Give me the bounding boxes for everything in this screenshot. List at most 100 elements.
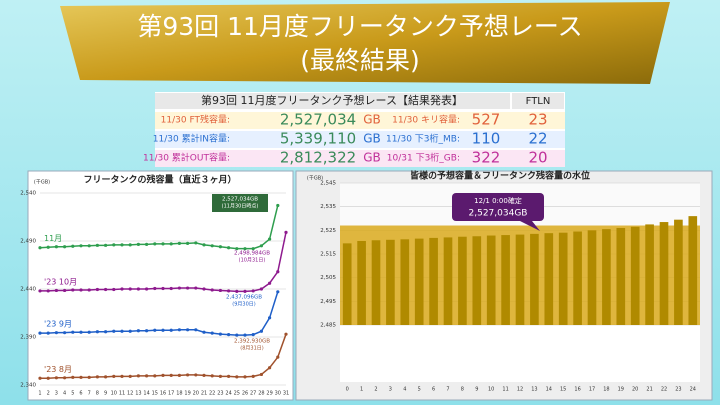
x-tick-label: 15 — [152, 391, 158, 397]
annotation-note: (10月31日) — [239, 258, 266, 264]
annotation-box — [212, 194, 268, 212]
callout-title: 12/1 0:00確定 — [474, 196, 522, 205]
table-cell: 11/30 下3桁_MB: — [386, 133, 460, 145]
point — [128, 287, 132, 291]
point — [71, 244, 75, 248]
point — [63, 331, 67, 335]
point — [153, 242, 157, 246]
point — [186, 373, 190, 377]
point — [63, 376, 67, 380]
point — [177, 328, 181, 332]
x-tick-label: 9 — [475, 387, 478, 393]
point — [259, 329, 263, 333]
point — [227, 246, 231, 250]
point — [194, 241, 198, 245]
point — [210, 331, 214, 335]
point — [218, 332, 222, 336]
point — [243, 247, 247, 251]
table-cell: GB — [363, 132, 381, 146]
bar — [602, 229, 611, 325]
point — [95, 330, 99, 334]
x-tick-label: 24 — [690, 387, 696, 393]
table-cell: 527 — [472, 111, 501, 129]
x-tick-label: 17 — [168, 391, 174, 397]
bar — [371, 240, 381, 325]
point — [128, 329, 132, 333]
y-tick-label: 2,390 — [20, 335, 36, 341]
x-tick-label: 1 — [38, 391, 41, 397]
series-label: '23 9月 — [44, 320, 72, 329]
point — [120, 287, 124, 291]
x-tick-label: 10 — [111, 391, 117, 397]
table-cell: 20 — [528, 149, 547, 167]
point — [104, 330, 108, 334]
point — [136, 287, 140, 291]
x-tick-label: 26 — [242, 391, 248, 397]
point — [259, 244, 263, 248]
annotation: 2,437,096GB — [226, 295, 262, 301]
bar — [386, 239, 395, 325]
point — [112, 374, 116, 378]
point — [145, 374, 149, 378]
x-tick-label: 12 — [517, 387, 523, 393]
x-tick-label: 21 — [646, 387, 652, 393]
callout-box — [452, 193, 544, 221]
point — [251, 374, 255, 378]
bar — [342, 243, 352, 325]
point — [202, 243, 206, 247]
bar — [357, 240, 366, 325]
x-tick-label: 5 — [71, 391, 74, 397]
point — [284, 332, 288, 336]
x-tick-label: 4 — [403, 387, 406, 393]
x-tick-label: 10 — [488, 387, 494, 393]
point — [169, 373, 173, 377]
point — [251, 289, 255, 293]
point — [104, 375, 108, 379]
table-cell: 5,339,110 — [280, 130, 356, 148]
point — [145, 242, 149, 246]
point — [120, 329, 124, 333]
table-header-cell — [155, 93, 510, 109]
point — [120, 243, 124, 247]
table-cell: 322 — [472, 149, 501, 167]
point — [235, 289, 239, 293]
x-tick-label: 25 — [234, 391, 240, 397]
chart-title: フリータンクの残容量（直近３ヶ月） — [83, 174, 236, 186]
point — [87, 244, 91, 248]
table-cell: GB — [363, 113, 381, 127]
point — [104, 287, 108, 292]
point — [104, 243, 108, 247]
bar — [443, 237, 453, 325]
x-tick-label: 13 — [135, 391, 141, 397]
x-tick-label: 23 — [217, 391, 223, 397]
x-tick-label: 24 — [225, 391, 231, 397]
point — [112, 287, 116, 292]
point — [161, 286, 165, 291]
point — [243, 375, 247, 379]
point — [153, 286, 157, 291]
point — [268, 281, 272, 285]
bar — [616, 227, 626, 325]
x-tick-label: 17 — [589, 387, 595, 393]
table-cell: 10/31 下3桁_GB: — [387, 152, 460, 164]
y-tick-label: 2,525 — [320, 228, 336, 234]
x-tick-label: 19 — [618, 387, 624, 393]
table-cell: 11/30 累計OUT容量: — [143, 152, 230, 164]
point — [210, 244, 214, 248]
x-tick-label: 30 — [275, 391, 281, 397]
table-header: FTLN — [526, 96, 551, 107]
point — [177, 373, 181, 377]
point — [161, 373, 165, 377]
x-tick-label: 4 — [63, 391, 66, 397]
point — [161, 242, 165, 246]
bar — [414, 238, 424, 325]
table-cell: 2,527,034 — [280, 111, 356, 129]
point — [54, 288, 59, 293]
point — [79, 330, 83, 334]
point — [268, 366, 272, 370]
table-header-cell — [512, 93, 564, 109]
table-row-bg — [155, 112, 565, 129]
point — [276, 270, 280, 274]
bar — [688, 216, 698, 325]
table-row-bg — [155, 150, 565, 167]
